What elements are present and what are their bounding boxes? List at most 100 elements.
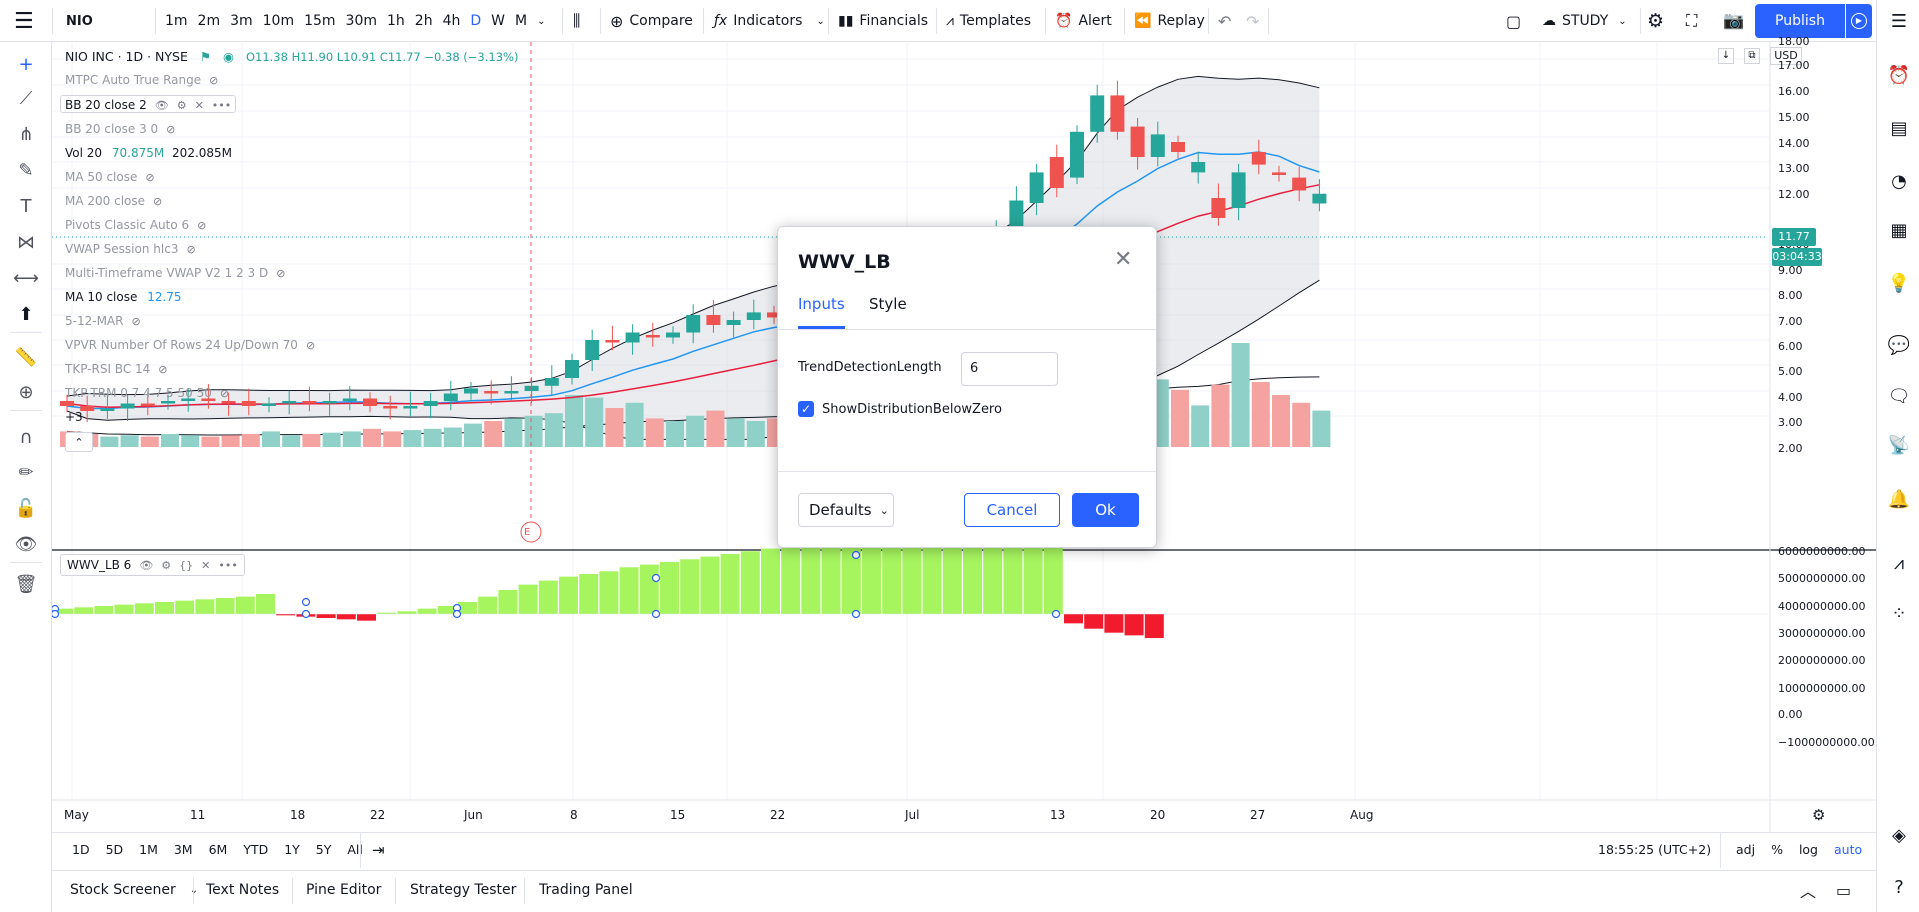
magnet-icon[interactable]: ∩: [19, 426, 33, 448]
play-icon[interactable]: ▶: [1846, 4, 1872, 38]
legend-ma-200[interactable]: MA 200 close ⊘: [65, 192, 162, 210]
range-all[interactable]: All: [347, 842, 363, 857]
ruler-icon[interactable]: 📏: [14, 346, 38, 368]
publish-button[interactable]: Publish: [1755, 4, 1845, 38]
menu-icon[interactable]: ☰: [14, 8, 34, 34]
range-5d[interactable]: 5D: [105, 842, 124, 857]
legend-mtpc[interactable]: MTPC Auto True Range ⊘: [65, 71, 218, 89]
interval-10m[interactable]: 10m: [262, 13, 295, 29]
restore-pane-icon[interactable]: ⧉: [1744, 48, 1760, 64]
brush-icon[interactable]: ✎: [18, 159, 34, 181]
more-icon[interactable]: •••: [218, 559, 238, 572]
cancel-button[interactable]: Cancel: [964, 493, 1060, 527]
undo-icon[interactable]: ↶: [1218, 11, 1232, 31]
trend-line-icon[interactable]: ⟋: [19, 87, 33, 109]
tab-pine-editor[interactable]: Pine Editor: [306, 882, 382, 898]
legend-vpvr[interactable]: VPVR Number Of Rows 24 Up/Down 70 ⊘: [65, 336, 315, 354]
fullscreen-icon[interactable]: ⛶: [1686, 11, 1698, 30]
tab-strategy-tester[interactable]: Strategy Tester: [410, 882, 517, 898]
flag-icon[interactable]: ⚑: [199, 49, 212, 64]
pattern-icon[interactable]: ⋈: [17, 231, 35, 253]
collapse-legend-button[interactable]: ⌃: [65, 432, 93, 452]
checkbox-show-distribution[interactable]: ✓: [798, 401, 814, 417]
eye-hidden-icon[interactable]: ⊘: [131, 315, 141, 328]
prediction-icon[interactable]: ⟷: [13, 267, 39, 289]
data-window-icon[interactable]: ▤: [1890, 117, 1908, 139]
symbol-legend[interactable]: NIO INC · 1D · NYSE ⚑ ◉ O11.38 H11.90 L1…: [65, 49, 519, 64]
legend-tkp-trm[interactable]: TKP-TRM 0 7 4 7 5 50 50 ⊘: [65, 384, 229, 402]
eye-hidden-icon[interactable]: ⊘: [153, 195, 163, 208]
lock-icon[interactable]: 🔓: [14, 497, 38, 519]
settings-icon[interactable]: ⚙: [161, 559, 172, 572]
maximize-panel-icon[interactable]: ▭: [1836, 880, 1852, 900]
range-5y[interactable]: 5Y: [315, 842, 332, 857]
order-panel-icon[interactable]: ⩘: [1893, 552, 1905, 574]
legend-pivots[interactable]: Pivots Classic Auto 6 ⊘: [65, 216, 206, 234]
defaults-dropdown[interactable]: Defaults ⌄: [798, 493, 894, 527]
eye-hidden-icon[interactable]: ⊘: [166, 123, 176, 136]
study-template-button[interactable]: ☁ STUDY ⌄: [1542, 13, 1627, 29]
calendar-icon[interactable]: ▦: [1890, 219, 1908, 241]
interval-2h[interactable]: 2h: [414, 13, 433, 29]
tab-stock-screener[interactable]: Stock Screener⌄: [70, 873, 198, 907]
legend-vwap[interactable]: VWAP Session hlc3 ⊘: [65, 240, 196, 258]
legend-mtf-vwap[interactable]: Multi-Timeframe VWAP V2 1 2 3 D ⊘: [65, 264, 285, 282]
anchor-points[interactable]: [52, 477, 1061, 619]
eye-hidden-icon[interactable]: ⊘: [305, 339, 316, 352]
currency-label[interactable]: USD: [1770, 47, 1802, 65]
tab-text-notes[interactable]: Text Notes: [206, 882, 280, 898]
text-icon[interactable]: T: [20, 195, 32, 217]
range-1m[interactable]: 1M: [139, 842, 158, 857]
dom-icon[interactable]: ⁘: [1891, 602, 1907, 624]
interval-w[interactable]: W: [491, 13, 505, 29]
chevron-down-icon[interactable]: ⌄: [537, 15, 546, 27]
symbol-search[interactable]: NIO: [66, 13, 93, 29]
legend-bb-20[interactable]: BB 20 close 2 👁 ⚙ ✕ •••: [60, 95, 237, 113]
percent-toggle[interactable]: %: [1771, 842, 1783, 857]
legend-tkp-rsi[interactable]: TKP-RSI BC 14 ⊘: [65, 360, 168, 378]
eye-icon[interactable]: 👁: [154, 99, 169, 112]
hotlist-icon[interactable]: ◔: [1891, 170, 1907, 192]
auto-toggle[interactable]: auto: [1833, 842, 1863, 857]
close-icon[interactable]: ✕: [194, 99, 204, 112]
range-1d[interactable]: 1D: [72, 842, 90, 857]
messages-icon[interactable]: 🗨: [1887, 385, 1911, 407]
eye-hidden-icon[interactable]: ⊘: [276, 267, 286, 280]
crosshair-icon[interactable]: +: [18, 53, 34, 75]
ok-button[interactable]: Ok: [1072, 493, 1139, 527]
eye-hidden-icon[interactable]: ⊘: [186, 243, 196, 256]
interval-2m[interactable]: 2m: [197, 13, 221, 29]
eye-hidden-icon[interactable]: ⊘: [145, 171, 155, 184]
pitchfork-icon[interactable]: ⋔: [18, 123, 34, 145]
eye-icon[interactable]: 👁: [139, 559, 154, 572]
replay-button[interactable]: ⏪ Replay: [1134, 13, 1205, 29]
range-1y[interactable]: 1Y: [284, 842, 300, 857]
interval-m[interactable]: M: [514, 13, 528, 29]
watchlist-icon[interactable]: ☰: [1890, 10, 1908, 32]
clock-timezone[interactable]: 18:55:25 (UTC+2): [1598, 842, 1712, 857]
layers-icon[interactable]: ◈: [1892, 824, 1906, 846]
streams-icon[interactable]: 📡: [1887, 434, 1911, 456]
interval-4h[interactable]: 4h: [442, 13, 461, 29]
chart-style-icon[interactable]: ⫼: [573, 11, 581, 30]
legend-bb-20-3[interactable]: BB 20 close 3 0 ⊘: [65, 120, 175, 138]
chevron-up-icon[interactable]: ︿: [1800, 882, 1817, 901]
settings-icon[interactable]: ⚙: [176, 99, 187, 112]
compare-button[interactable]: ⊕ Compare: [610, 11, 693, 31]
templates-button[interactable]: ⩘ Templates: [946, 13, 1032, 29]
price-axis[interactable]: 18.0017.0016.0015.0014.0013.0012.0010.00…: [1770, 35, 1876, 562]
help-icon[interactable]: ?: [1894, 876, 1904, 898]
arrow-up-icon[interactable]: ⬆: [18, 303, 34, 325]
alarm-icon[interactable]: ⏰: [1887, 64, 1911, 86]
legend-more-count[interactable]: +3: [65, 410, 83, 424]
ideas-icon[interactable]: 💡: [1887, 272, 1911, 294]
axis-settings-gear-icon[interactable]: ⚙: [1812, 806, 1826, 824]
tab-trading-panel[interactable]: Trading Panel: [539, 882, 633, 898]
lock-drawing-icon[interactable]: ✏: [18, 461, 34, 483]
adj-toggle[interactable]: adj: [1736, 842, 1756, 857]
log-toggle[interactable]: log: [1798, 842, 1818, 857]
earnings-marker[interactable]: [520, 521, 542, 543]
chats-icon[interactable]: 💬: [1887, 334, 1911, 356]
tab-style[interactable]: Style: [869, 295, 907, 313]
arrow-down-icon[interactable]: ↓: [1718, 48, 1734, 64]
